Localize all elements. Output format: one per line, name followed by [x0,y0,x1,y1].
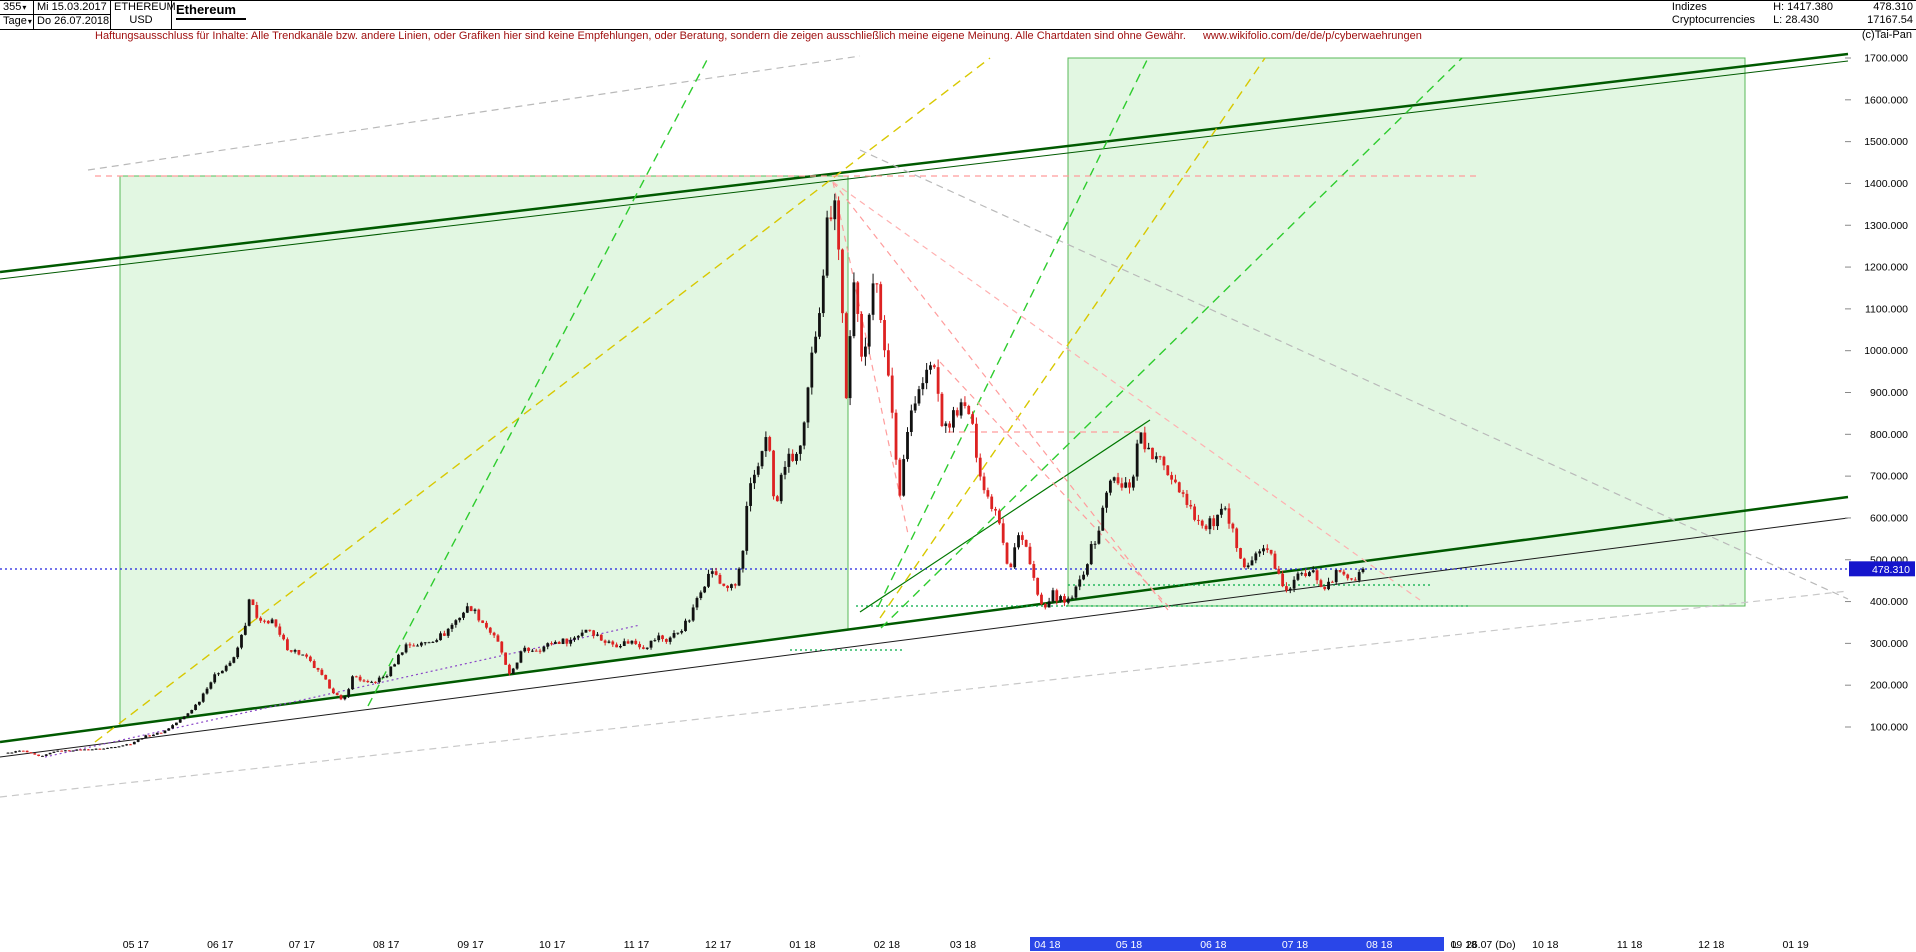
y-axis-label: 1600.000 [1864,94,1908,106]
x-axis-label: 01 19 [1782,939,1808,951]
bars-count-dropdown[interactable]: 355▾ [0,1,33,15]
period-value: Tage [3,15,27,27]
bars-count-value: 355 [3,1,22,13]
disclaimer-body: Haftungsausschluss für Inhalte: Alle Tre… [95,30,1186,42]
y-axis-label: 100.000 [1870,722,1908,734]
symbol-label: ETHEREUM [114,1,176,13]
yellow-trend-right [879,57,1266,619]
x-axis-label: 09 17 [457,939,483,951]
last-price-marker: 478.310 [1849,561,1915,577]
end-date-field[interactable]: Do 26.07.2018 [37,15,110,27]
last-date-info: 26.07 (Do) [1466,939,1516,951]
x-axis-label: 02 18 [874,939,900,951]
y-axis-label: 600.000 [1870,512,1908,524]
x-axis-label: 04 18 [1034,939,1060,951]
x-axis-label: 01 18 [789,939,815,951]
y-axis-label: 900.000 [1870,387,1908,399]
x-axis-label: 06 17 [207,939,233,951]
y-axis-label: 700.000 [1870,471,1908,483]
period-dropdown[interactable]: Tage▾ [0,15,33,28]
peak-fan-mid [832,181,1169,611]
x-axis[interactable]: 05 17 06 17 07 17 08 17 09 17 10 17 11 17 12 17… [123,939,1809,951]
trend-regions [119,57,1746,727]
x-axis-label: 11 18 [1617,939,1643,951]
y-axis-label: 1300.000 [1864,220,1908,232]
date-range: Mi 15.03.2017 Do 26.07.2018 [34,1,111,29]
green-trend-left-steep [367,57,709,707]
y-axis-label: 1100.000 [1865,303,1908,315]
x-axis-label: 08 18 [1366,939,1392,951]
category-indizes[interactable]: Indizes [1671,1,1707,13]
x-axis-label: 10 17 [539,939,565,951]
y-axis-label: 200.000 [1870,680,1908,692]
index-value: 17167.54 [1867,14,1913,26]
category-cryptocurrencies[interactable]: Cryptocurrencies [1671,14,1756,26]
feb-rebound-downtrend [939,361,1171,609]
upper-channel-line-2 [0,60,1849,280]
currency-label: USD [129,14,153,26]
lower-support-line-black [0,517,1849,758]
upper-channel-line [0,52,1849,274]
page-title: Ethereum [176,2,246,20]
left-controls: 355▾ Tage▾ [0,1,34,29]
y-axis-label: 1700.000 [1864,53,1908,65]
gray-trend-down [859,149,1849,600]
toolbar: 355▾ Tage▾ Mi 15.03.2017 Do 26.07.2018 E… [0,0,1916,30]
y-axis-label: 400.000 [1870,596,1908,608]
x-axis-label: 03 18 [950,939,976,951]
trend-channel-region-2018 [1067,57,1746,607]
y-axis-label: 1400.000 [1864,178,1908,190]
y-axis-label: 300.000 [1870,638,1908,650]
range-scrollbar[interactable] [1030,937,1444,951]
x-axis-label: 08 17 [373,939,399,951]
symbol-cell: ETHEREUM USD [111,1,176,29]
x-axis-label: 07 18 [1282,939,1308,951]
x-axis-label: 05 17 [123,939,149,951]
period-high: H: 1417.380 [1773,1,1833,13]
last-price-text: 478.310 [1872,564,1910,576]
lower-channel-line [0,495,1849,744]
market-info: Indizes H: 1417.380 478.310 Cryptocurren… [1672,1,1913,27]
x-axis-label: 09 18 [1451,939,1477,951]
wikifolio-link[interactable]: www.wikifolio.com/de/de/p/cyberwaehrunge… [1202,30,1422,42]
x-axis-label: 12 17 [705,939,731,951]
x-axis-label: 10 18 [1532,939,1558,951]
gray-trend-lower [0,590,1849,798]
copyright-label: (c)Tai-Pan [1861,29,1912,41]
y-axis-label: 1500.000 [1864,136,1908,148]
last-price-value: 478.310 [1873,1,1913,13]
green-trend-right-steep [877,57,1149,608]
gray-trend-upper [87,55,861,171]
x-axis-label: 12 18 [1698,939,1724,951]
x-axis-label: 05 18 [1116,939,1142,951]
last-label: L [1452,939,1458,951]
violet-support-2017 [44,624,641,758]
y-axis-label: 800.000 [1870,429,1908,441]
candles [6,193,1365,757]
start-date-field[interactable]: Mi 15.03.2017 [34,1,110,15]
green-trend-right [880,57,1463,629]
peak-fan-steep [832,181,909,535]
y-axis-label: 1000.000 [1864,345,1908,357]
x-axis-label: 07 17 [289,939,315,951]
footer-info: L 26.07 (Do) [1452,939,1516,951]
chevron-down-icon: ▾ [27,17,32,26]
period-low: L: 28.430 [1773,14,1819,26]
x-axis-label: 11 17 [624,939,650,951]
x-axis-label: 06 18 [1200,939,1226,951]
minor-uptrend-line [859,419,1151,613]
disclaimer-text: Haftungsausschluss für Inhalte: Alle Tre… [95,30,1422,42]
y-axis-label: 1200.000 [1864,262,1908,274]
y-axis[interactable]: 1700.000 1600.000 1500.000 1400.000 1300.000… [1845,53,1908,734]
chevron-down-icon: ▾ [22,3,27,12]
